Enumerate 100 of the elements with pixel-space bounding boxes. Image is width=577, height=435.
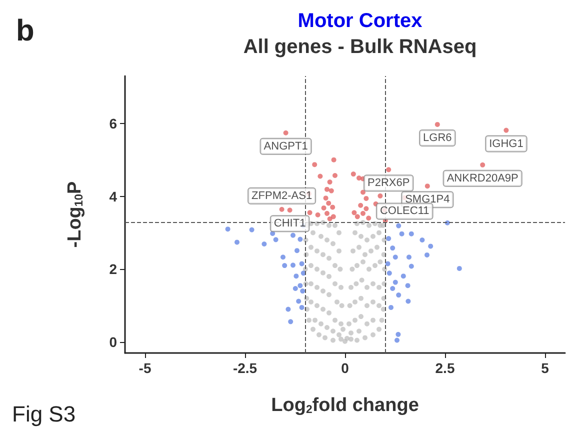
point [288, 319, 294, 324]
point [392, 280, 398, 285]
annotation: COLEC11 [380, 205, 430, 218]
point [330, 204, 336, 210]
point [330, 214, 336, 220]
point [386, 236, 392, 242]
point [279, 206, 284, 212]
point [280, 254, 286, 260]
x-tick-label: 2.5 [435, 360, 455, 376]
y-tick-label: 0 [109, 334, 118, 350]
point [396, 332, 401, 337]
point [408, 264, 414, 269]
y-tick-label: 2 [109, 261, 118, 278]
y-axis-title: -Log10P [64, 180, 86, 248]
point [390, 286, 396, 291]
x-tick-label: 5 [541, 360, 550, 376]
point [360, 190, 366, 195]
annotation: P2RX6P [368, 177, 410, 190]
point [294, 248, 300, 254]
chart-subtitle: All genes - Bulk RNAseq [243, 36, 477, 58]
point [480, 162, 486, 168]
point [405, 283, 410, 288]
point [424, 184, 430, 189]
point [396, 292, 402, 298]
chart-title: Motor Cortex [298, 10, 422, 32]
annotation: CHIT1 [274, 218, 306, 230]
point [399, 231, 404, 236]
point [358, 202, 364, 208]
point [392, 254, 398, 260]
point [287, 208, 292, 213]
annotation: ANKRD20A9P [446, 172, 518, 184]
point [283, 130, 288, 136]
point [385, 261, 390, 266]
point [324, 210, 330, 216]
point [408, 231, 414, 236]
point [326, 200, 332, 206]
point [225, 226, 230, 232]
point [290, 232, 296, 238]
text: b [16, 14, 34, 48]
point [424, 252, 430, 258]
point [273, 237, 278, 242]
point [420, 238, 425, 243]
point [388, 304, 394, 310]
point [292, 286, 298, 291]
point [332, 173, 338, 178]
point [456, 266, 462, 271]
point [299, 261, 304, 266]
point [366, 216, 372, 221]
point [312, 162, 318, 168]
point [396, 223, 402, 228]
annotation: ZFPM2-AS1 [252, 190, 312, 202]
point [286, 306, 291, 312]
point [400, 274, 406, 279]
point [321, 205, 326, 210]
x-axis-title: Log2fold change [271, 394, 419, 416]
point [328, 188, 334, 194]
point [296, 298, 302, 304]
point [364, 196, 369, 201]
point [294, 274, 299, 279]
point [262, 242, 267, 247]
x-tick-label: -2.5 [232, 360, 258, 376]
point [406, 298, 411, 304]
annotation: SMG1P4 [405, 194, 450, 206]
point [360, 210, 366, 216]
point [249, 227, 254, 232]
point [390, 246, 396, 251]
y-tick-label: 4 [109, 188, 118, 204]
point [318, 174, 323, 179]
point [298, 236, 303, 242]
point [327, 180, 332, 185]
point [386, 167, 392, 172]
annotation: LGR6 [423, 132, 452, 144]
point [354, 214, 360, 220]
point [324, 186, 330, 192]
point [300, 288, 306, 294]
point [323, 196, 328, 201]
x-tick-label: -5 [138, 360, 152, 376]
point [428, 244, 434, 249]
point [299, 304, 304, 310]
point [394, 338, 400, 343]
point [504, 128, 509, 133]
point [327, 216, 332, 222]
y-tick-label: 6 [109, 115, 118, 132]
point [290, 262, 296, 268]
point [378, 193, 383, 198]
point [307, 210, 312, 216]
point [315, 212, 320, 218]
point [234, 240, 240, 245]
annotation: ANGPT1 [264, 140, 308, 152]
point [282, 263, 288, 268]
annotation: IGHG1 [489, 138, 524, 150]
point [386, 270, 392, 276]
point [350, 172, 356, 177]
point [298, 283, 303, 288]
x-tick-label: 0 [341, 360, 350, 376]
point [352, 210, 357, 216]
point [406, 254, 412, 260]
point [331, 157, 336, 162]
caption: Fig S3 [12, 402, 76, 426]
point [434, 122, 440, 127]
